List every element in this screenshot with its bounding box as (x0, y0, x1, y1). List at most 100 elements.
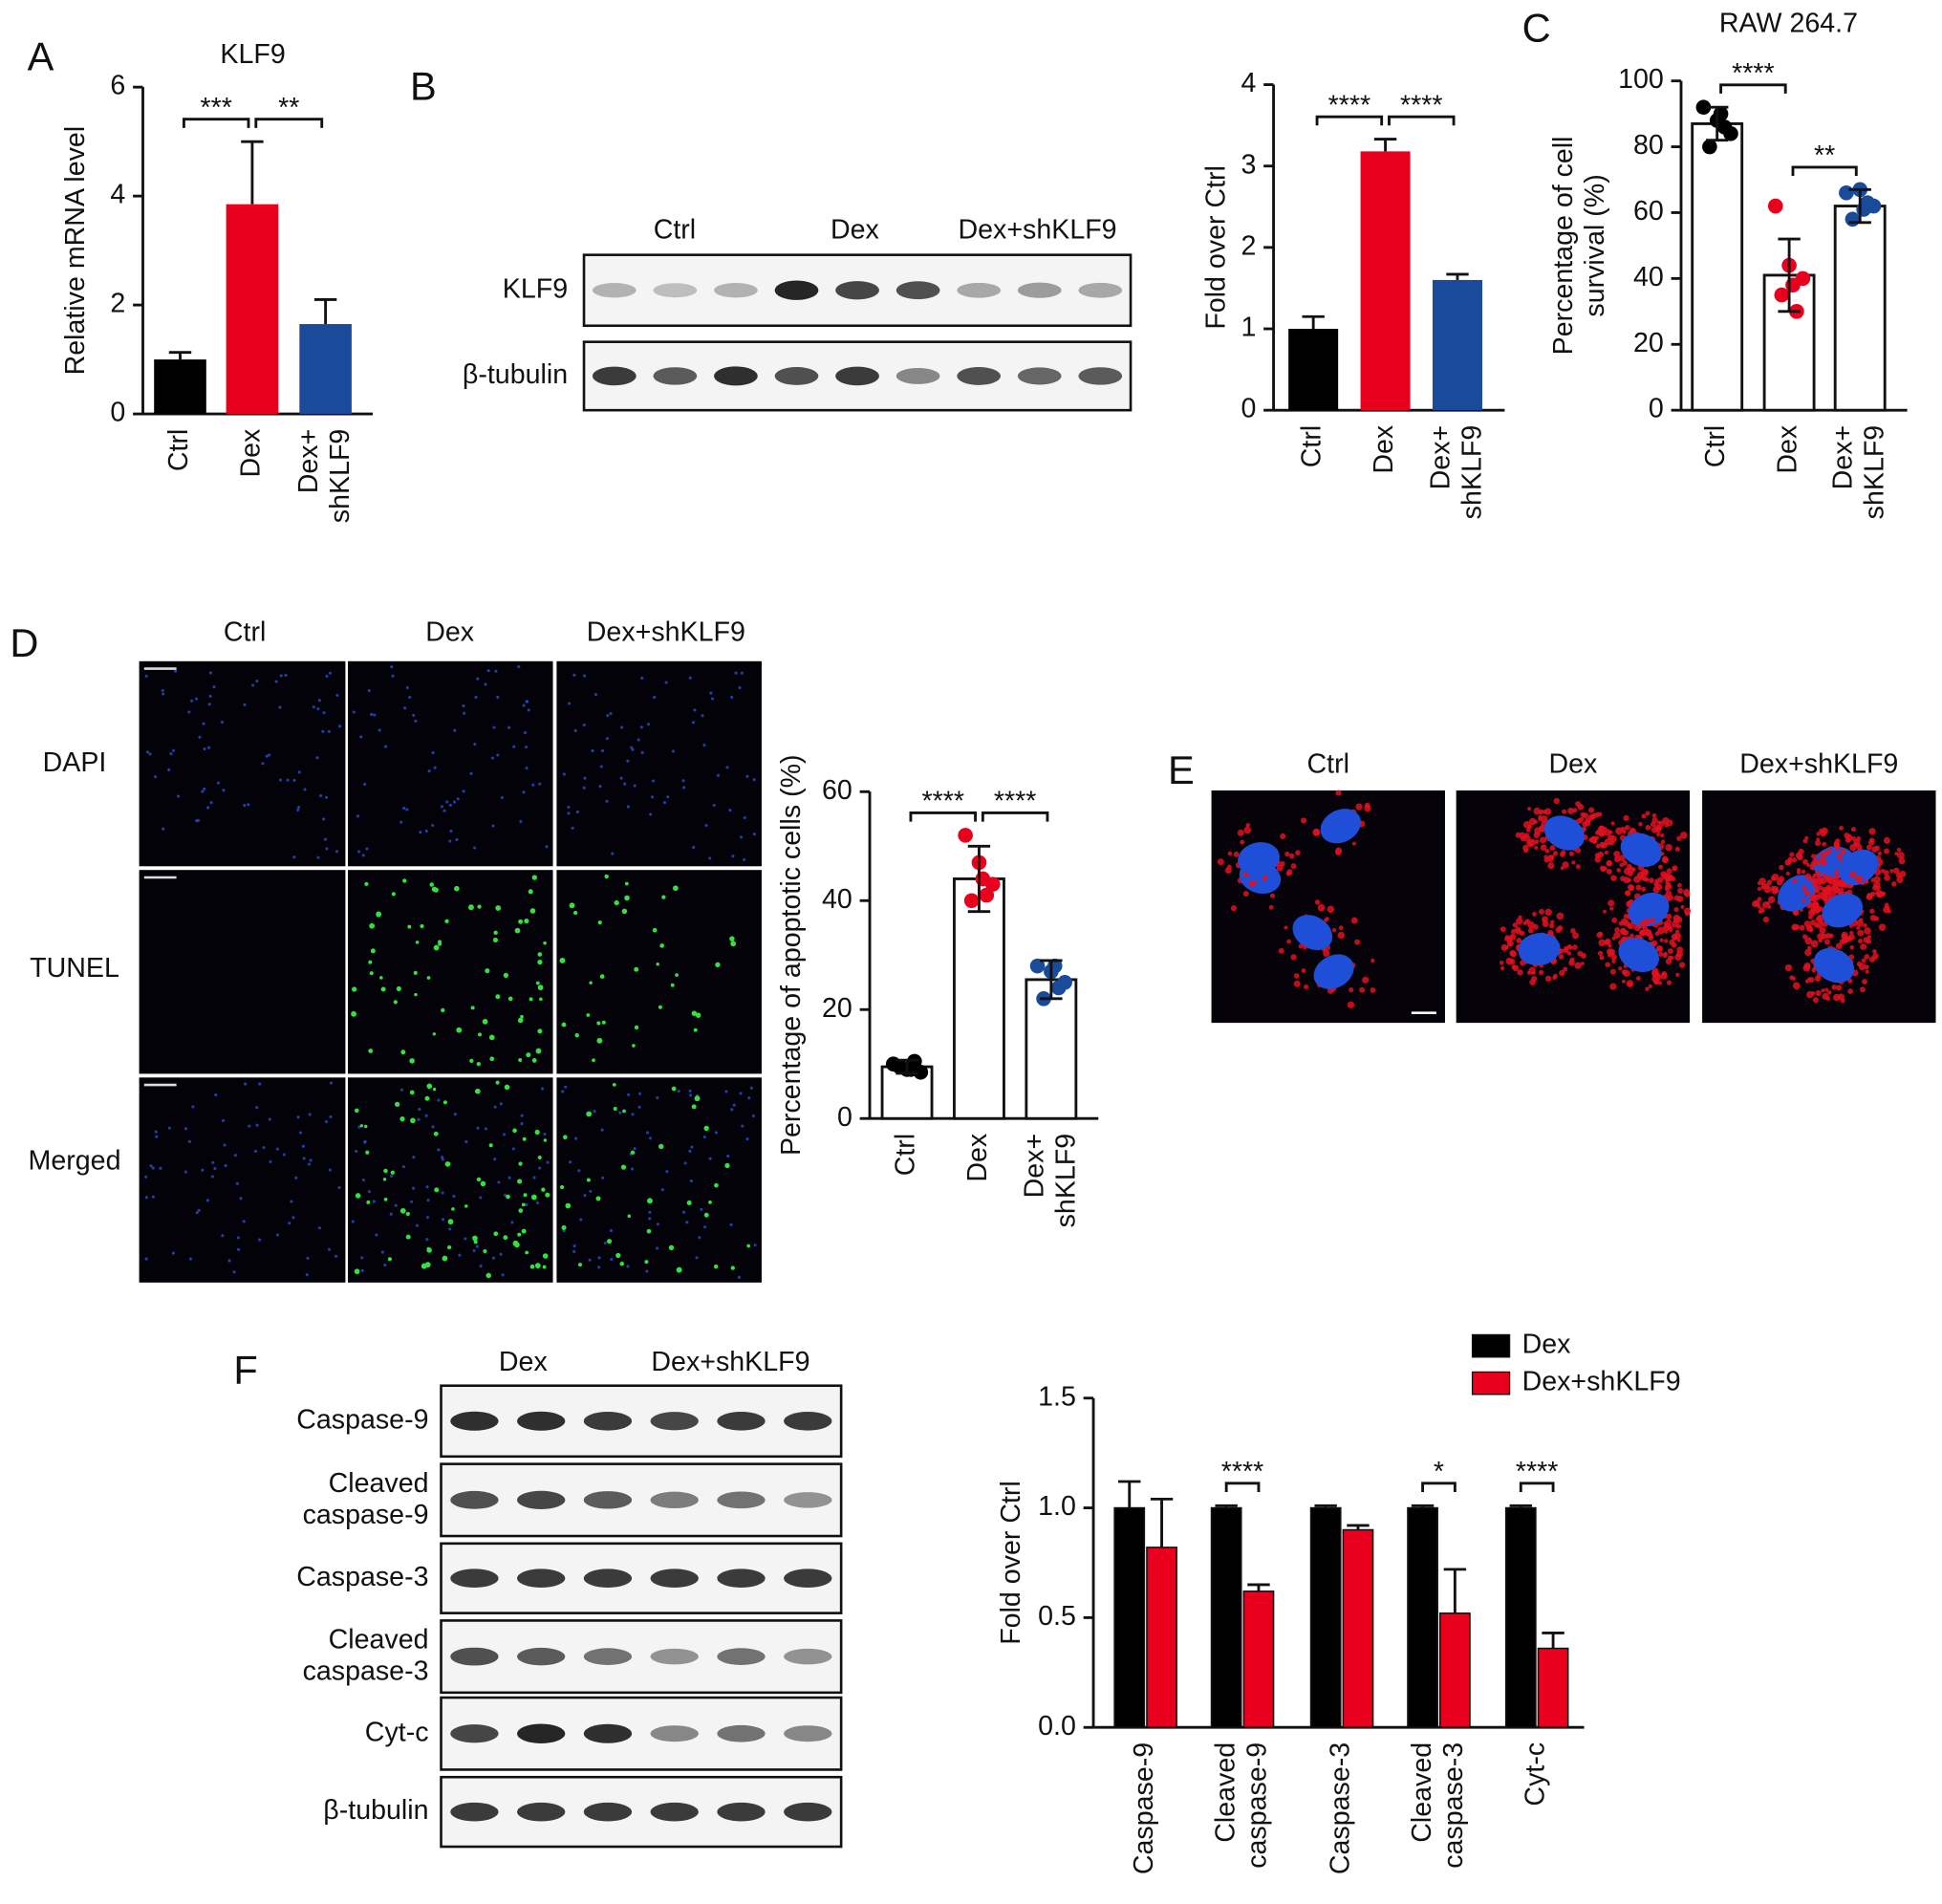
mito-dot (1233, 851, 1240, 857)
dapi-dot (232, 1270, 236, 1274)
tunel-dot (383, 1168, 388, 1174)
mito-dot (1559, 852, 1565, 857)
dapi-dot (730, 1108, 734, 1112)
blot-lane-label: Dex (831, 215, 879, 246)
dapi-dot (298, 1131, 303, 1135)
dapi-dot (605, 799, 609, 803)
dapi-dot (410, 1200, 414, 1203)
x-tick-label: Caspase-9 (1129, 1742, 1159, 1874)
mito-dot (1684, 892, 1691, 898)
tunel-dot (451, 1207, 455, 1211)
mito-dot (1661, 971, 1667, 977)
significance-label: **** (994, 787, 1037, 817)
mito-dot (1550, 920, 1555, 924)
mito-dot (1515, 926, 1521, 933)
dapi-dot (431, 1125, 435, 1129)
dapi-dot (305, 1273, 309, 1277)
blot-band (1017, 367, 1062, 385)
blot-band (784, 1411, 832, 1431)
dapi-dot (258, 1238, 262, 1242)
dapi-dot (714, 1131, 718, 1135)
mito-dot (1657, 926, 1665, 935)
error-bar (1215, 1504, 1238, 1508)
tunel-dot (529, 908, 536, 914)
dapi-dot (695, 1256, 699, 1260)
dapi-dot (593, 1110, 596, 1114)
mito-dot (1629, 884, 1635, 892)
dapi-dot (357, 1125, 361, 1129)
mito-dot (1598, 825, 1605, 832)
blot-band (650, 1648, 699, 1665)
dapi-dot (640, 676, 644, 681)
tunel-dot (382, 1178, 387, 1181)
dapi-dot (296, 1115, 300, 1119)
mito-dot (1547, 861, 1555, 870)
mito-dot (1758, 909, 1762, 914)
microscopy-column-label: Dex (425, 617, 474, 648)
nucleus (1620, 833, 1662, 867)
dapi-dot (360, 1256, 364, 1260)
dapi-dot (383, 1264, 387, 1267)
data-point (903, 1062, 918, 1077)
dapi-dot (292, 855, 296, 859)
dapi-dot (212, 685, 216, 689)
mito-dot (1552, 973, 1558, 979)
mito-dot (1519, 930, 1525, 937)
dapi-dot (202, 722, 205, 725)
data-point (963, 893, 980, 909)
data-point (1050, 980, 1067, 996)
mito-dot (1606, 868, 1612, 875)
mito-dot (1237, 829, 1244, 836)
mito-dot (1792, 982, 1801, 990)
blot-band (450, 1569, 499, 1589)
blot-band (1017, 282, 1062, 298)
mito-dot (1293, 973, 1300, 979)
tunel-dot (599, 974, 605, 979)
mito-dot (1567, 807, 1575, 814)
mito-dot (1608, 899, 1615, 907)
dapi-dot (540, 1087, 545, 1091)
tunel-dot (624, 895, 630, 901)
dapi-dot (479, 1264, 483, 1268)
dapi-dot (666, 795, 670, 799)
dapi-dot (323, 837, 327, 841)
mito-dot (1873, 876, 1881, 883)
dapi-dot (262, 1146, 266, 1150)
dapi-dot (740, 671, 744, 675)
dapi-dot (424, 1114, 428, 1117)
dapi-dot (302, 1157, 306, 1160)
mito-dot (1824, 987, 1829, 992)
dapi-dot (188, 1257, 192, 1261)
tunel-dot (521, 1202, 526, 1207)
mito-dot (1575, 847, 1582, 854)
microscopy-column-label: Ctrl (224, 617, 266, 648)
tunel-dot (586, 1013, 591, 1017)
dapi-dot (356, 814, 360, 818)
bar (1025, 978, 1078, 1120)
mito-dot (1290, 863, 1297, 870)
data-point (1767, 198, 1783, 214)
mito-dot (1648, 984, 1652, 988)
dapi-dot (224, 1163, 227, 1168)
mito-dot (1660, 833, 1665, 838)
significance-bracket (981, 811, 1049, 822)
dapi-dot (704, 823, 708, 828)
dapi-dot (296, 808, 300, 811)
dapi-dot (223, 1143, 227, 1147)
mito-dot (1337, 931, 1346, 940)
tunel-dot (402, 878, 407, 883)
mito-dot (1584, 819, 1591, 827)
significance-label: **** (1516, 1457, 1559, 1487)
tunel-dot (703, 1212, 709, 1218)
dapi-dot (646, 723, 651, 726)
mito-dot (1784, 963, 1793, 972)
dapi-dot (645, 1269, 649, 1273)
dapi-dot (154, 1130, 158, 1134)
mito-dot (1891, 881, 1897, 887)
error-bar (1118, 1480, 1141, 1508)
dapi-dot (656, 1246, 659, 1250)
blot-row-label: β-tubulin (463, 359, 568, 390)
data-point (1716, 119, 1733, 135)
mito-dot (1817, 916, 1822, 920)
mito-dot (1801, 898, 1806, 903)
